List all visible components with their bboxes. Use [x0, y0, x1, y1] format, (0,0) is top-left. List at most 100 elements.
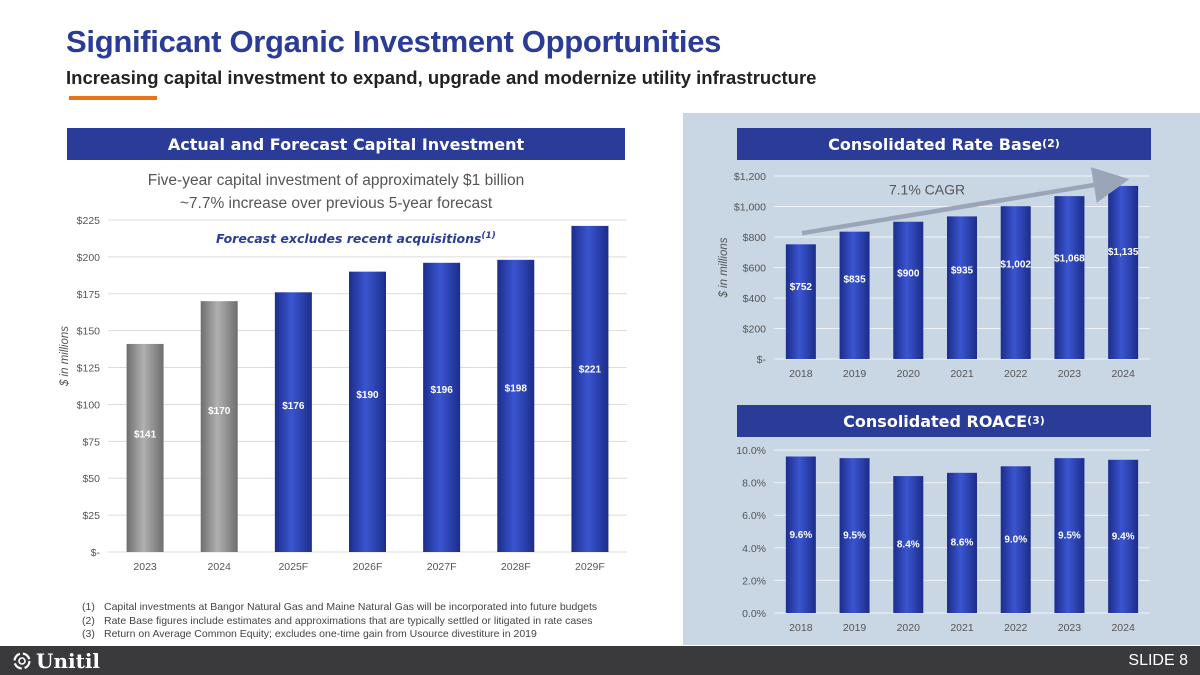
rate_base-cagr-label: 7.1% CAGR [889, 181, 965, 197]
roace-header-label: Consolidated ROACE [843, 411, 1028, 431]
roace-data-label: 9.4% [1112, 531, 1135, 542]
capex-x-tick-label: 2025F [278, 561, 308, 573]
rate_base-cagr-arrow [801, 167, 1130, 236]
capex-data-label: $196 [431, 385, 454, 396]
rate-base-header-ref: (2) [1042, 136, 1060, 150]
roace-bar [785, 456, 816, 613]
roace-ytick-label: 8.0% [742, 478, 766, 490]
capex-chart-header: Actual and Forecast Capital Investment [67, 128, 625, 160]
rate_base-bar [1108, 185, 1139, 359]
slide-title: Significant Organic Investment Opportuni… [66, 24, 722, 59]
roace-data-label: 9.5% [1058, 531, 1081, 542]
forecast-note-ref: (1) [481, 231, 496, 241]
roace-x-tick-label: 2024 [1111, 622, 1135, 634]
capex-x-tick-label: 2026F [353, 561, 383, 573]
roace-bar [893, 476, 924, 613]
roace-data-label: 9.0% [1004, 535, 1027, 546]
rate-base-header-label: Consolidated Rate Base [828, 134, 1043, 154]
roace-x-tick-label: 2020 [897, 622, 921, 634]
footer-bar [0, 646, 1200, 675]
rate_base-data-label: $1,068 [1054, 253, 1085, 264]
capex-ytick-label: $25 [82, 510, 100, 522]
roace-data-label: 9.5% [843, 531, 866, 542]
slide-subtitle: Increasing capital investment to expand,… [66, 67, 817, 88]
capex-ytick-label: $125 [77, 363, 101, 375]
footnote-1: (1) Capital investments at Bangor Natural… [82, 601, 598, 613]
capex-note-increase: ~7.7% increase over previous 5-year fore… [179, 195, 493, 212]
capex-note-five-year: Five-year capital investment of approxim… [147, 172, 525, 189]
rate_base-ytick-label: $1,200 [734, 171, 766, 183]
rate_base-bar [893, 221, 924, 359]
rate_base-ytick-label: $600 [743, 263, 767, 275]
capex-ytick-label: $175 [77, 289, 101, 301]
rate_base-data-label: $900 [897, 269, 920, 280]
rate_base-data-label: $752 [790, 282, 813, 293]
roace-ytick-label: 10.0% [736, 445, 766, 457]
rate_base-ytick-label: $1,000 [734, 202, 766, 214]
capex-bar [126, 343, 164, 552]
roace-bar [947, 472, 977, 613]
capex-data-label: $170 [208, 406, 231, 417]
rate_base-data-label: $1,135 [1108, 247, 1139, 258]
capex-bar [349, 271, 386, 552]
capex-ytick-label: $100 [77, 399, 101, 411]
capex-y-axis-label: $ in millions [59, 326, 71, 387]
rate_base-x-tick-label: 2020 [897, 368, 921, 380]
roace-ytick-label: 6.0% [742, 510, 766, 522]
roace-bar [1054, 458, 1085, 613]
footnote-3: (3) Return on Average Common Equity; excl… [82, 628, 537, 640]
capex-x-tick-label: 2028F [501, 561, 531, 573]
roace-x-tick-label: 2023 [1058, 622, 1082, 634]
capex-ytick-label: $50 [82, 473, 100, 485]
roace-data-label: 8.6% [951, 538, 974, 549]
roace-data-label: 8.4% [897, 539, 920, 550]
capex-forecast-note: Forecast excludes recent acquisitions(1) [216, 231, 496, 246]
capex-ytick-label: $200 [77, 252, 101, 264]
capex-bar [274, 292, 312, 552]
rate_base-ytick-label: $200 [743, 324, 767, 336]
capex-bar [423, 262, 461, 552]
rate_base-x-tick-label: 2022 [1004, 368, 1028, 380]
rate_base-x-tick-label: 2021 [950, 368, 974, 380]
roace-x-tick-label: 2019 [843, 622, 867, 634]
capex-header-label: Actual and Forecast Capital Investment [167, 134, 525, 154]
unitil-swirl-icon [13, 652, 31, 670]
rate_base-x-tick-label: 2018 [789, 368, 813, 380]
capex-bar [571, 225, 609, 552]
rate_base-ytick-label: $400 [743, 293, 767, 305]
capex-ytick-label: $225 [77, 215, 101, 227]
capex-x-tick-label: 2024 [208, 561, 232, 573]
roace-x-tick-label: 2018 [789, 622, 813, 634]
roace-ytick-label: 0.0% [742, 608, 766, 620]
rate_base-x-tick-label: 2024 [1111, 368, 1135, 380]
rate_base-y-axis-label: $ in millions [718, 237, 730, 298]
rate_base-bar [1000, 206, 1031, 359]
rate_base-bar [1054, 196, 1085, 359]
roace-bar [839, 458, 870, 613]
rate_base-x-tick-label: 2019 [843, 368, 867, 380]
roace-bar [1000, 466, 1031, 613]
rate_base-bar [947, 216, 977, 359]
capex-ytick-label: $150 [77, 326, 101, 338]
capex-x-tick-label: 2027F [427, 561, 457, 573]
rate_base-bar [839, 231, 870, 359]
capex-ytick-label: $75 [82, 436, 100, 448]
roace-x-tick-label: 2021 [950, 622, 974, 634]
capex-data-label: $221 [579, 365, 602, 376]
rate_base-bar [785, 244, 816, 359]
rate_base-ytick-label: $800 [743, 232, 767, 244]
roace-bar [1108, 459, 1139, 613]
slide-number: SLIDE 8 [1128, 652, 1188, 669]
roace-chart-header: Consolidated ROACE (3) [737, 405, 1151, 437]
rate_base-data-label: $835 [843, 275, 866, 286]
roace-ytick-label: 2.0% [742, 575, 766, 587]
capex-data-label: $190 [356, 390, 379, 401]
capex-ytick-label: $- [91, 547, 101, 559]
forecast-note-text: Forecast excludes recent acquisitions [216, 231, 482, 247]
rate_base-ytick-label: $- [757, 354, 767, 366]
capex-x-tick-label: 2029F [575, 561, 605, 573]
footnotes: (1) Capital investments at Bangor Natural… [82, 601, 597, 642]
capex-bar [497, 259, 535, 552]
unitil-logo: Unitil [12, 649, 100, 673]
